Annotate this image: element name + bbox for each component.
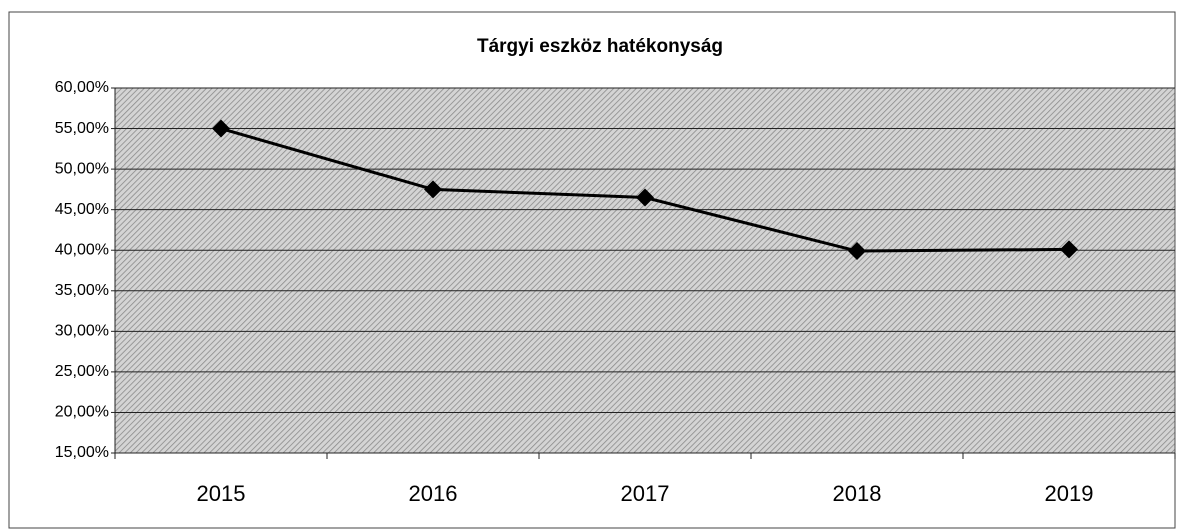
y-tick-label: 60,00% xyxy=(55,79,109,96)
y-tick-label: 15,00% xyxy=(55,444,109,461)
y-tick-label: 50,00% xyxy=(55,160,109,177)
y-tick-label: 30,00% xyxy=(55,323,109,340)
chart-title: Tárgyi eszköz hatékonyság xyxy=(477,36,723,57)
y-tick-label: 25,00% xyxy=(55,363,109,380)
x-tick-label: 2018 xyxy=(833,481,882,506)
data-marker xyxy=(848,242,866,261)
x-tick-label: 2015 xyxy=(197,481,246,506)
y-tick-label: 35,00% xyxy=(55,282,109,299)
y-tick-label: 45,00% xyxy=(55,201,109,218)
data-marker xyxy=(424,180,442,199)
data-marker xyxy=(212,119,230,138)
x-tick-label: 2016 xyxy=(409,481,458,506)
y-tick-label: 20,00% xyxy=(55,404,109,421)
x-tick-label: 2017 xyxy=(621,481,670,506)
data-marker xyxy=(636,188,654,207)
y-tick-label: 40,00% xyxy=(55,241,109,258)
x-tick-label: 2019 xyxy=(1045,481,1094,506)
y-tick-label: 55,00% xyxy=(55,120,109,137)
data-marker xyxy=(1060,240,1078,259)
